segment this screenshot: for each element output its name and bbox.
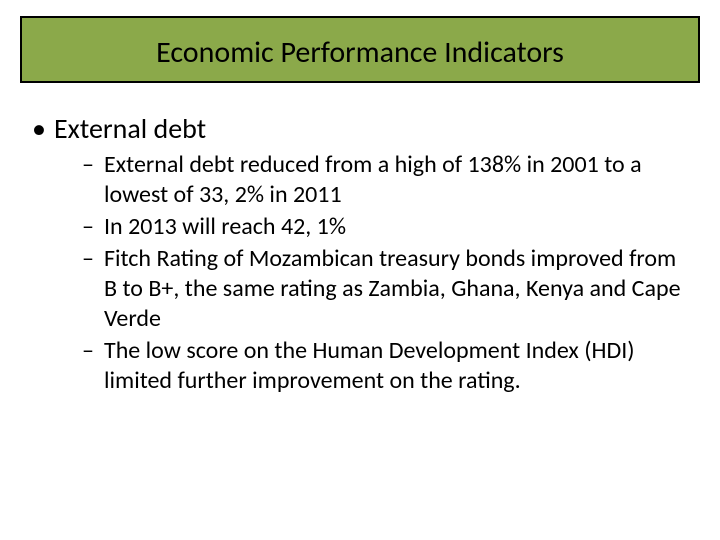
bullet-level2-item: Fitch Rating of Mozambican treasury bond…: [82, 244, 692, 334]
slide-body: External debt External debt reduced from…: [20, 111, 700, 396]
bullet-level2-text: External debt reduced from a high of 138…: [104, 150, 642, 209]
bullet-list-level1: External debt External debt reduced from…: [28, 111, 692, 396]
bullet-level2-item: External debt reduced from a high of 138…: [82, 150, 692, 210]
bullet-level2-text: In 2013 will reach 42, 1%: [104, 212, 346, 241]
bullet-level1-text: External debt: [54, 111, 206, 146]
bullet-list-level2: External debt reduced from a high of 138…: [54, 150, 692, 396]
bullet-level2-text: Fitch Rating of Mozambican treasury bond…: [104, 244, 681, 333]
bullet-level2-text: The low score on the Human Development I…: [104, 336, 635, 395]
bullet-level1-item: External debt External debt reduced from…: [28, 111, 692, 396]
bullet-level2-item: The low score on the Human Development I…: [82, 336, 692, 396]
slide: Economic Performance Indicators External…: [0, 0, 720, 540]
slide-title-box: Economic Performance Indicators: [20, 16, 700, 83]
bullet-level2-item: In 2013 will reach 42, 1%: [82, 212, 692, 242]
slide-title: Economic Performance Indicators: [32, 36, 688, 69]
